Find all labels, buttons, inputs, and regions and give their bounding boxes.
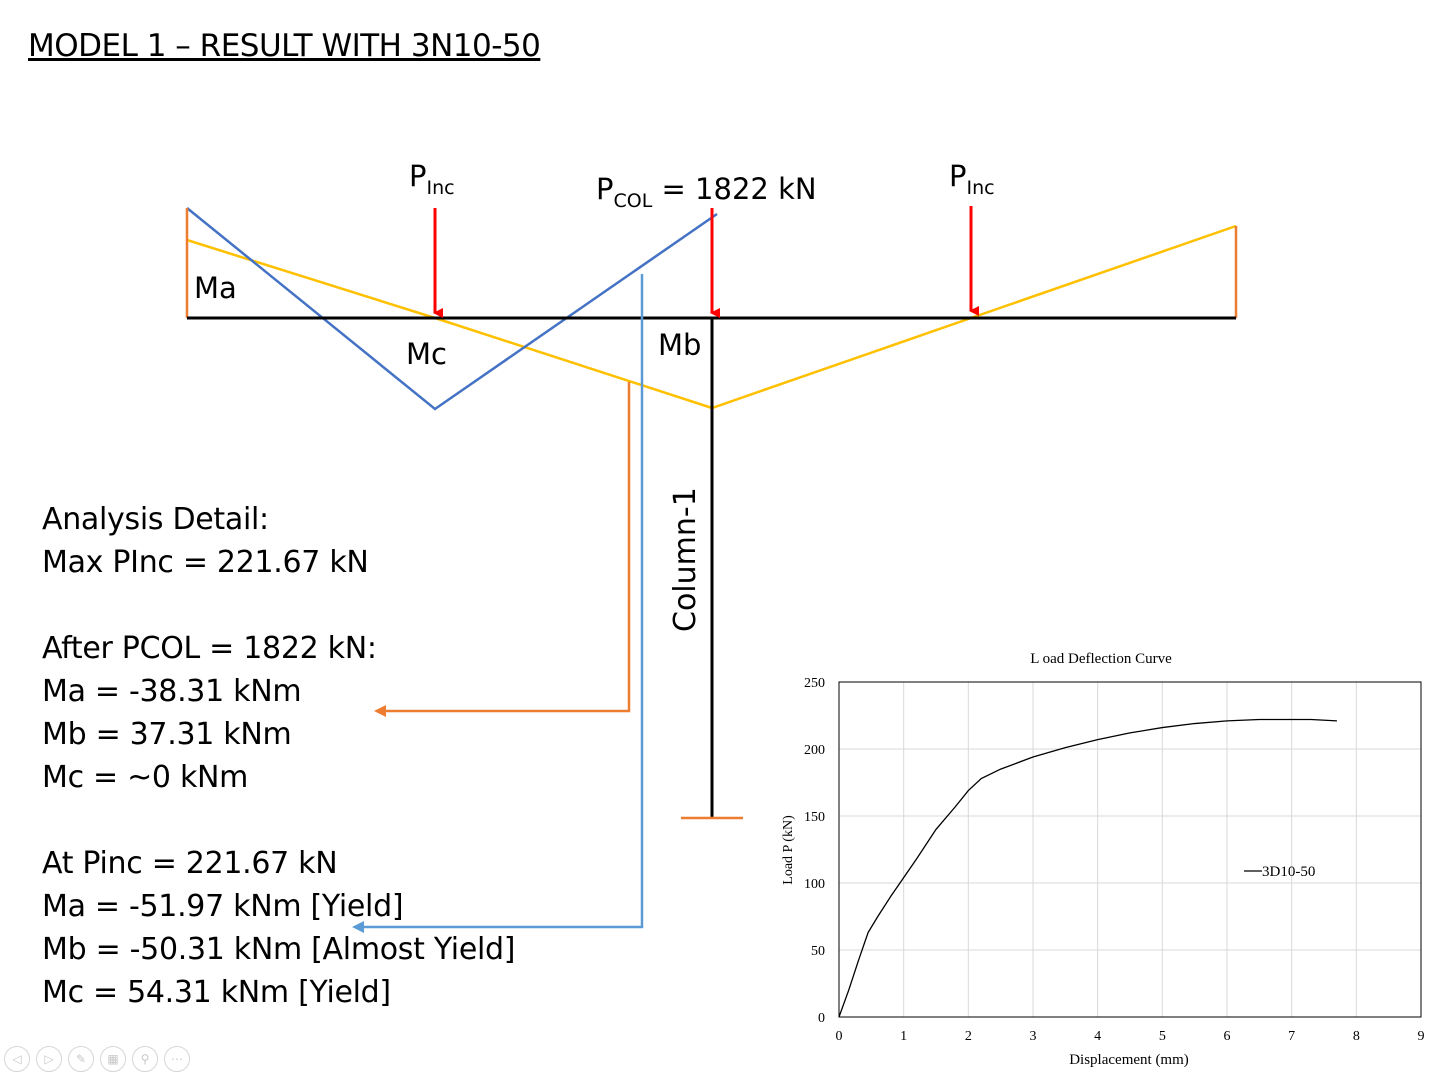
load-deflection-chart: L oad Deflection Curve Displacement (mm)… (770, 640, 1430, 1075)
x-tick-label: 9 (1418, 1029, 1425, 1044)
y-tick-label: 100 (804, 877, 825, 892)
chart-title: L oad Deflection Curve (1030, 651, 1172, 667)
y-tick-label: 200 (804, 743, 825, 758)
series-line-3D10-50 (838, 718, 1337, 1018)
x-tick-label: 8 (1353, 1029, 1360, 1044)
pen-icon[interactable]: ✎ (68, 1046, 94, 1072)
slideshow-toolbar: ◁ ▷ ✎ ▦ ⚲ ⋯ (4, 1046, 190, 1074)
y-tick-label: 0 (818, 1011, 825, 1026)
x-tick-label: 6 (1224, 1029, 1231, 1044)
x-tick-label: 2 (965, 1029, 972, 1044)
y-tick-label: 50 (811, 944, 825, 959)
slides-icon[interactable]: ▦ (100, 1046, 126, 1072)
max-pinc-text: Max PInc = 221.67 kN (42, 545, 369, 580)
chart-y-axis-label: Load P (kN) (781, 815, 796, 885)
mc-label: Mc (406, 337, 447, 371)
next-icon[interactable]: ▷ (36, 1046, 62, 1072)
y-tick-label: 150 (804, 810, 825, 825)
prev-icon[interactable]: ◁ (4, 1046, 30, 1072)
page-title: MODEL 1 – RESULT WITH 3N10-50 (28, 28, 541, 64)
orange-callout-arrowhead (374, 705, 386, 717)
blue-moment-line (186, 207, 718, 411)
x-tick-label: 4 (1094, 1029, 1101, 1044)
x-tick-label: 1 (900, 1029, 907, 1044)
plot-area (838, 681, 1422, 1018)
y-tick-label: 250 (804, 676, 825, 691)
x-tick-label: 5 (1159, 1029, 1166, 1044)
more-icon[interactable]: ⋯ (164, 1046, 190, 1072)
at-mb-text: Mb = -50.31 kNm [Almost Yield] (42, 932, 516, 967)
x-tick-label: 7 (1288, 1029, 1295, 1044)
blue-callout-arrowhead (352, 921, 364, 933)
at-ma-text: Ma = -51.97 kNm [Yield] (42, 889, 404, 924)
mb-label: Mb (658, 328, 701, 362)
pinc-label-right: PInc (949, 159, 995, 199)
x-tick-label: 3 (1030, 1029, 1037, 1044)
ma-label: Ma (194, 271, 237, 305)
blue-callout-line (362, 274, 644, 929)
after-mb-text: Mb = 37.31 kNm (42, 717, 292, 752)
legend-label: 3D10-50 (1262, 864, 1315, 880)
zoom-icon[interactable]: ⚲ (132, 1046, 158, 1072)
x-tick-label: 0 (836, 1029, 843, 1044)
chart-svg: L oad Deflection Curve Displacement (mm)… (781, 651, 1425, 1068)
at-mc-text: Mc = 54.31 kNm [Yield] (42, 975, 391, 1010)
column-label: Column-1 (668, 487, 703, 632)
at-pinc-heading: At Pinc = 221.67 kN (42, 846, 338, 881)
after-pcol-heading: After PCOL = 1822 kN: (42, 631, 377, 666)
pinc-label-left: PInc (409, 159, 455, 199)
pcol-label: PCOL = 1822 kN (596, 172, 817, 212)
orange-callout-line (384, 382, 631, 713)
analysis-panel: Analysis Detail: Max PInc = 221.67 kN Af… (42, 498, 515, 1014)
chart-x-axis-label: Displacement (mm) (1069, 1052, 1189, 1068)
analysis-heading: Analysis Detail: (42, 502, 269, 537)
after-ma-text: Ma = -38.31 kNm (42, 674, 302, 709)
after-mc-text: Mc = ~0 kNm (42, 760, 249, 795)
